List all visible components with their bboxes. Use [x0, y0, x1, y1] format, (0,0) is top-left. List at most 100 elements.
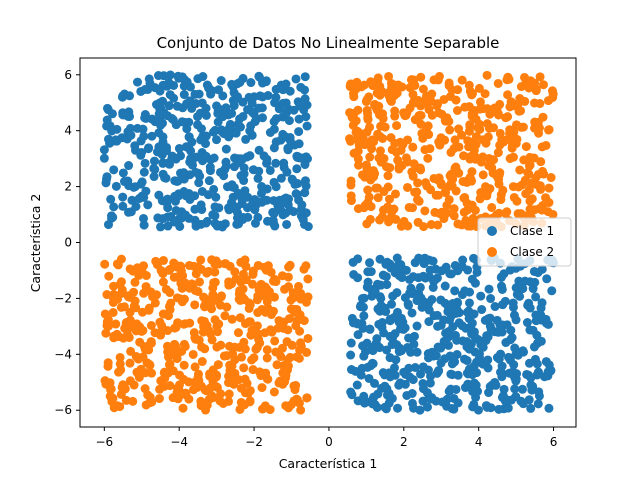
point-clase-1 — [410, 258, 420, 268]
point-clase-2 — [421, 91, 431, 101]
point-clase-2 — [303, 333, 313, 343]
point-clase-1 — [250, 205, 260, 215]
point-clase-1 — [216, 76, 226, 86]
point-clase-2 — [217, 291, 227, 301]
point-clase-2 — [493, 78, 503, 88]
point-clase-2 — [446, 147, 456, 157]
point-clase-1 — [109, 165, 119, 175]
point-clase-2 — [460, 102, 470, 112]
point-clase-2 — [102, 290, 112, 300]
point-clase-1 — [417, 302, 427, 312]
point-clase-2 — [460, 192, 470, 202]
point-clase-1 — [164, 101, 174, 111]
point-clase-1 — [158, 137, 168, 147]
point-clase-2 — [239, 363, 249, 373]
point-clase-2 — [451, 162, 461, 172]
point-clase-1 — [531, 310, 541, 320]
point-clase-1 — [215, 167, 225, 177]
point-clase-2 — [403, 182, 413, 192]
point-clase-1 — [425, 378, 435, 388]
point-clase-1 — [301, 181, 311, 191]
point-clase-2 — [548, 93, 558, 102]
point-clase-2 — [240, 295, 250, 305]
point-clase-1 — [449, 393, 459, 403]
point-clase-2 — [397, 82, 407, 92]
point-clase-2 — [420, 98, 430, 108]
point-clase-1 — [229, 101, 239, 111]
point-clase-2 — [227, 361, 237, 371]
point-clase-1 — [414, 288, 424, 298]
point-clase-2 — [362, 219, 372, 229]
point-clase-1 — [407, 285, 417, 295]
point-clase-2 — [179, 374, 189, 384]
point-clase-2 — [256, 371, 266, 381]
point-clase-1 — [496, 272, 506, 282]
point-clase-1 — [153, 213, 163, 223]
point-clase-2 — [146, 321, 156, 330]
point-clase-1 — [352, 380, 362, 390]
point-clase-2 — [208, 393, 218, 403]
point-clase-1 — [181, 210, 190, 220]
point-clase-2 — [379, 187, 389, 197]
point-clase-1 — [418, 379, 428, 389]
point-clase-2 — [248, 279, 258, 289]
point-clase-1 — [483, 355, 493, 365]
point-clase-1 — [269, 209, 279, 219]
point-clase-2 — [501, 208, 511, 218]
point-clase-2 — [272, 360, 282, 370]
point-clase-1 — [399, 367, 409, 377]
point-clase-1 — [515, 291, 525, 301]
point-clase-1 — [118, 168, 128, 178]
point-clase-2 — [282, 337, 292, 347]
point-clase-1 — [269, 143, 279, 153]
point-clase-2 — [303, 274, 313, 284]
point-clase-2 — [288, 291, 298, 301]
point-clase-1 — [173, 176, 183, 186]
point-clase-1 — [205, 162, 215, 172]
point-clase-1 — [229, 88, 239, 98]
point-clase-2 — [164, 265, 174, 275]
point-clase-1 — [162, 212, 172, 222]
point-clase-2 — [267, 327, 277, 337]
point-clase-2 — [495, 128, 505, 138]
point-clase-1 — [370, 400, 380, 410]
point-clase-2 — [222, 351, 232, 361]
point-clase-1 — [139, 213, 148, 223]
point-clase-2 — [248, 269, 258, 279]
point-clase-2 — [354, 140, 364, 150]
point-clase-1 — [440, 354, 450, 364]
point-clase-2 — [530, 205, 540, 215]
point-clase-2 — [459, 207, 469, 217]
point-clase-2 — [441, 188, 451, 198]
point-clase-2 — [468, 213, 478, 223]
point-clase-1 — [282, 219, 292, 229]
point-clase-1 — [393, 307, 402, 317]
point-clase-2 — [503, 90, 513, 100]
point-clase-2 — [362, 105, 372, 115]
point-clase-1 — [140, 158, 150, 168]
point-clase-1 — [112, 136, 122, 146]
point-clase-2 — [165, 381, 175, 391]
point-clase-2 — [420, 145, 430, 155]
point-clase-2 — [230, 267, 240, 277]
point-clase-2 — [269, 387, 279, 397]
point-clase-1 — [451, 384, 461, 394]
point-clase-1 — [518, 284, 528, 294]
point-clase-2 — [493, 148, 503, 158]
point-clase-1 — [547, 286, 557, 296]
point-clase-1 — [353, 273, 363, 283]
point-clase-2 — [262, 345, 272, 355]
point-clase-2 — [515, 165, 525, 175]
point-clase-2 — [349, 92, 359, 102]
point-clase-1 — [416, 369, 426, 379]
legend-marker-clase-1 — [487, 226, 497, 236]
point-clase-2 — [464, 126, 474, 136]
point-clase-1 — [302, 121, 312, 131]
point-clase-1 — [144, 143, 154, 153]
point-clase-2 — [294, 281, 304, 291]
point-clase-2 — [346, 196, 356, 206]
point-clase-1 — [382, 258, 392, 267]
point-clase-1 — [201, 151, 211, 161]
point-clase-1 — [366, 361, 376, 371]
